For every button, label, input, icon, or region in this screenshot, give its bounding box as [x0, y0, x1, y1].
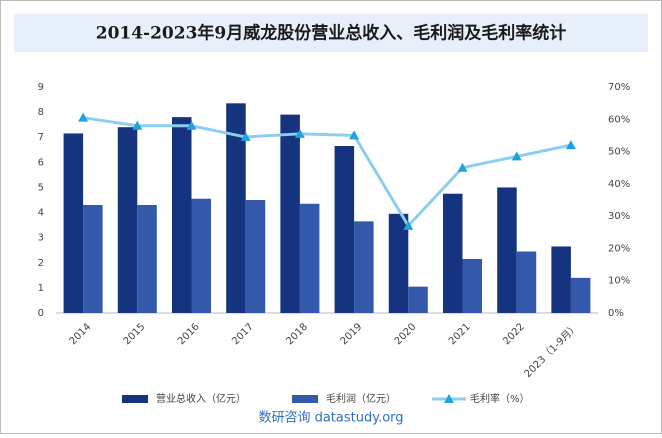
bar	[497, 187, 517, 313]
y2-tick-label: 0%	[608, 308, 624, 319]
bar	[245, 200, 266, 313]
legend-label: 营业总收入（亿元）	[156, 392, 246, 405]
line	[82, 116, 572, 229]
y-tick-label: 8	[38, 107, 44, 118]
bar	[388, 213, 409, 313]
bar	[334, 146, 355, 313]
bar	[516, 251, 537, 313]
bar	[408, 286, 428, 313]
y-tick-label: 1	[38, 283, 44, 294]
y-tick-label: 2	[38, 258, 44, 269]
bar	[83, 205, 103, 313]
bar	[117, 127, 138, 313]
chart-title: 2014-2023年9月威龙股份营业总收入、毛利润及毛利率统计	[96, 23, 567, 44]
y2-tick-label: 30%	[608, 211, 630, 222]
bar	[191, 198, 212, 313]
marker	[186, 120, 197, 130]
legend-marker	[444, 394, 454, 403]
bar	[462, 259, 483, 313]
y2-tick-label: 70%	[608, 82, 630, 93]
marker	[511, 151, 522, 161]
y2-tick-label: 50%	[608, 147, 630, 158]
marker	[457, 162, 468, 172]
bar	[570, 277, 591, 313]
marker	[240, 132, 251, 142]
marker	[349, 130, 360, 140]
title-banner	[14, 14, 648, 52]
y-tick-label: 3	[38, 233, 44, 244]
y2-tick-label: 10%	[608, 276, 630, 287]
legend-label: 毛利率（%）	[470, 392, 530, 405]
bar	[551, 246, 571, 313]
y-tick-label: 4	[38, 208, 44, 219]
marker	[132, 120, 143, 130]
y2-tick-label: 60%	[608, 114, 630, 125]
marker	[565, 140, 576, 150]
y-tick-label: 0	[38, 308, 44, 319]
bar	[299, 203, 320, 313]
bar	[171, 117, 192, 313]
legend-label: 毛利润（亿元）	[326, 392, 396, 405]
y2-tick-label: 20%	[608, 243, 630, 254]
legend-swatch	[122, 395, 148, 403]
marker	[294, 128, 305, 138]
legend-swatch	[292, 395, 318, 403]
bar	[442, 193, 463, 313]
bar	[280, 114, 300, 313]
y-tick-label: 9	[38, 82, 44, 93]
bar	[63, 133, 84, 313]
marker	[78, 112, 89, 122]
y-tick-label: 6	[38, 157, 44, 168]
y2-tick-label: 40%	[608, 179, 630, 190]
y-tick-label: 5	[38, 182, 44, 193]
bar	[226, 103, 246, 313]
marker	[403, 220, 414, 230]
y-tick-label: 7	[38, 132, 44, 143]
footer: 数研咨询 datastudy.org	[258, 411, 403, 426]
bar	[354, 221, 374, 313]
bar	[137, 205, 157, 313]
